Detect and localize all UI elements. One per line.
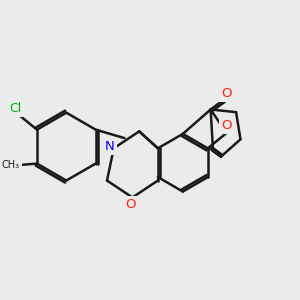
Text: O: O (221, 119, 232, 132)
Text: Cl: Cl (9, 102, 22, 115)
Text: N: N (105, 140, 115, 153)
Text: CH₃: CH₃ (2, 160, 20, 170)
Text: O: O (125, 198, 136, 211)
Text: O: O (221, 87, 232, 101)
